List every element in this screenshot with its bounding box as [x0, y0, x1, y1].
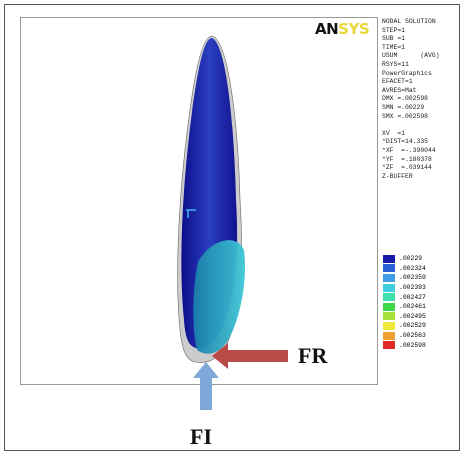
- legend-swatch: [383, 341, 395, 349]
- logo: ANSYS: [315, 20, 369, 38]
- info-line: AVRES=Mat: [382, 87, 440, 96]
- info-line: XV =1: [382, 130, 440, 139]
- logo-text: AN: [315, 20, 338, 38]
- legend-row: .002529: [383, 321, 426, 331]
- legend-swatch: [383, 264, 395, 272]
- legend-row: .00229: [383, 254, 426, 264]
- info-line: *ZF =.039144: [382, 164, 440, 173]
- info-line: USUM (AVG): [382, 52, 440, 61]
- info-line: *DIST=14.335: [382, 138, 440, 147]
- info-line: PowerGraphics: [382, 70, 440, 79]
- legend-swatch: [383, 303, 395, 311]
- info-line: [382, 121, 440, 130]
- legend-label: .002359: [399, 274, 426, 281]
- legend-label: .002393: [399, 284, 426, 291]
- legend-swatch: [383, 274, 395, 282]
- info-line: DMX =.002598: [382, 95, 440, 104]
- legend-label: .002461: [399, 303, 426, 310]
- legend-swatch: [383, 332, 395, 340]
- legend-row: .002427: [383, 292, 426, 302]
- legend-row: .002359: [383, 273, 426, 283]
- info-line: *XF =-.390044: [382, 147, 440, 156]
- legend-label: .00229: [399, 255, 422, 262]
- legend: .00229 .002324 .002359 .002393 .002427 .00246…: [383, 254, 426, 350]
- legend-label: .002529: [399, 322, 426, 329]
- legend-row: .002393: [383, 283, 426, 293]
- info-line: SUB =1: [382, 35, 440, 44]
- legend-label: .002598: [399, 342, 426, 349]
- info-line: TIME=1: [382, 44, 440, 53]
- page: {"logo": {"part1": "AN", "part2": "SYS"}…: [0, 0, 466, 457]
- legend-swatch: [383, 293, 395, 301]
- info-line: RSYS=11: [382, 61, 440, 70]
- force-label: FR: [298, 343, 327, 369]
- logo-text: SYS: [338, 20, 369, 38]
- legend-row: .002563: [383, 331, 426, 341]
- info-line: SMN =.00229: [382, 104, 440, 113]
- info-line: Z-BUFFER: [382, 173, 440, 182]
- legend-swatch: [383, 255, 395, 263]
- legend-swatch: [383, 284, 395, 292]
- legend-label: .002495: [399, 313, 426, 320]
- legend-swatch: [383, 322, 395, 330]
- legend-row: .002598: [383, 340, 426, 350]
- legend-label: .002563: [399, 332, 426, 339]
- info-line: *YF =.180378: [382, 156, 440, 165]
- info-line: NODAL SOLUTION: [382, 18, 440, 27]
- legend-row: .002495: [383, 312, 426, 322]
- force-label: FI: [190, 424, 212, 450]
- info-line: SMX =.002598: [382, 113, 440, 122]
- legend-swatch: [383, 312, 395, 320]
- legend-row: .002461: [383, 302, 426, 312]
- info-line: EFACET=1: [382, 78, 440, 87]
- legend-label: .002324: [399, 265, 426, 272]
- legend-row: .002324: [383, 264, 426, 274]
- legend-label: .002427: [399, 294, 426, 301]
- info-line: STEP=1: [382, 27, 440, 36]
